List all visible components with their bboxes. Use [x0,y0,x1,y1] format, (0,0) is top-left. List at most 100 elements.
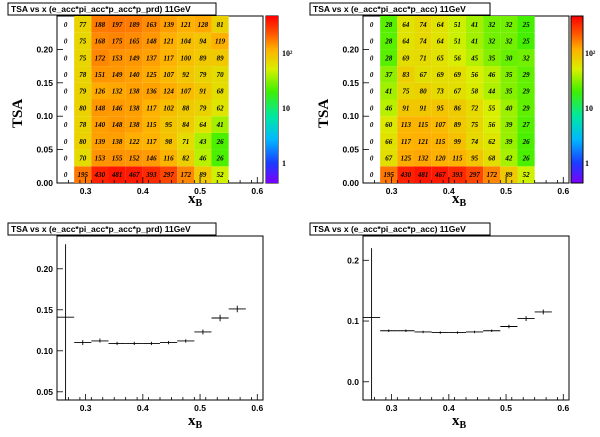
cell-count-label: 51 [454,38,461,46]
cell-count-label: 124 [163,88,174,96]
y-tick-label: 0.05 [342,145,359,155]
heatmap-cell [414,149,432,167]
cell-count-label: 80 [420,88,428,96]
chart-title: TSA vs x (e_acc*pi_acc*p_acc*p_prd) 11Ge… [11,224,191,234]
cell-count-label: 467 [128,171,140,179]
heatmap-cell [483,132,501,150]
cell-count-label: 39 [504,121,513,129]
cell-count-label: 66 [385,138,393,146]
heatmap-cell [142,116,160,133]
cell-count-label: 81 [217,21,224,29]
heatmap-cell [211,82,229,100]
heatmap-cell [211,166,229,183]
heatmap-cells: 0 195 430 481 467 393 297 172 89 520 70 153 155 152 14… [64,16,229,183]
heatmap-cell [211,132,229,150]
cell-count-label: 138 [112,138,123,146]
heatmap-cell [74,16,92,33]
cell-count-label: 64 [437,38,445,46]
cell-count-label: 78 [79,71,87,79]
heatmap-cell [414,99,432,117]
heatmap-cell [466,16,484,33]
cell-count-label: 197 [112,21,123,29]
cell-count-label: 140 [129,71,140,79]
cell-count-label: 32 [487,38,496,46]
axes: 0.3 0.4 0.5 0.6 0.0 0.1 0.2 [347,255,569,413]
cell-count-label: 430 [94,171,106,179]
heatmap-cell [466,99,484,117]
heatmap-cells: 0 195 430 481 467 393 297 172 89 520 67 125 132 120 11… [370,16,535,183]
panel-heatmap-left: 0 195 430 481 467 393 297 172 89 520 70 153 155 152 14… [7,2,293,209]
y-tick-label: 0.00 [36,178,53,188]
cell-count-label: 153 [95,154,106,162]
cell-count-label: 125 [146,71,157,79]
cell-count-label: 121 [181,21,192,29]
cell-count-label: 80 [79,104,87,112]
heatmap-cell [125,149,143,167]
cell-count-label: 149 [129,54,140,62]
y-tick-label: 0.1 [347,316,359,326]
colorbar [266,16,278,183]
cell-count-label: 91 [420,104,427,112]
heatmap-cell [125,16,143,33]
cell-count-label: 95 [165,121,173,129]
plot-frame [56,235,264,401]
heatmap-cell [448,82,466,100]
cell-count-label: 138 [129,121,140,129]
heatmap-cell [483,116,501,133]
heatmap-cell [397,66,415,83]
cell-count-label: 121 [163,38,174,46]
y-tick-label: 0.15 [36,78,53,88]
axes: 0.3 0.4 0.5 0.6 0.00 0.05 0.10 0.15 0.20 [342,44,569,196]
cell-count-label: 72 [471,104,479,112]
cell-count-label: 117 [401,138,412,146]
heatmap-cell [466,116,484,133]
cell-count-label: 0 [370,38,374,46]
heatmap-cell [91,49,109,67]
heatmap-cell [125,99,143,117]
cell-count-label: 195 [78,171,89,179]
heatmap-cell [448,166,466,183]
cell-count-label: 481 [417,171,429,179]
cell-count-label: 0 [64,21,68,29]
cell-count-label: 89 [199,171,207,179]
heatmap-cell [211,49,229,67]
heatmap-cell [500,149,518,167]
heatmap-cell [380,49,398,67]
heatmap-cell [177,116,195,133]
x-axis-title: xB [452,191,467,209]
heatmap-cell [466,49,484,67]
cell-count-label: 74 [420,38,428,46]
colorbar-label-1: 1 [585,159,589,168]
heatmap-cell [177,32,195,50]
y-tick-label: 0.10 [36,111,53,121]
heatmap-cell [177,49,195,67]
cell-count-label: 0 [370,171,374,179]
cell-count-label: 88 [182,104,190,112]
heatmap-cell [142,99,160,117]
x-axis-title: xB [188,191,203,209]
cell-count-label: 74 [471,138,479,146]
heatmap-cell [380,16,398,33]
cell-count-label: 25 [522,21,531,29]
cell-count-label: 151 [95,71,106,79]
heatmap-cell [74,66,92,83]
heatmap-cell [194,132,212,150]
cell-count-label: 80 [79,138,87,146]
cell-count-label: 46 [487,71,496,79]
y-axis-title: TSA [316,99,332,128]
heatmap-cell [431,166,449,183]
cell-count-label: 99 [454,138,462,146]
heatmap-cell [483,16,501,33]
cell-count-label: 28 [384,21,393,29]
cell-count-label: 139 [95,138,106,146]
cell-count-label: 68 [488,154,496,162]
heatmap-cell [431,132,449,150]
chart-title: TSA vs x (e_acc*pi_acc*p_acc) 11GeV [313,224,466,234]
cell-count-label: 56 [454,54,462,62]
x-tick-label: 0.3 [386,403,398,413]
heatmap-cell [448,116,466,133]
heatmap-cell [194,149,212,167]
heatmap-cell [380,32,398,50]
heatmap-cell [160,49,178,67]
data-points [363,248,552,400]
